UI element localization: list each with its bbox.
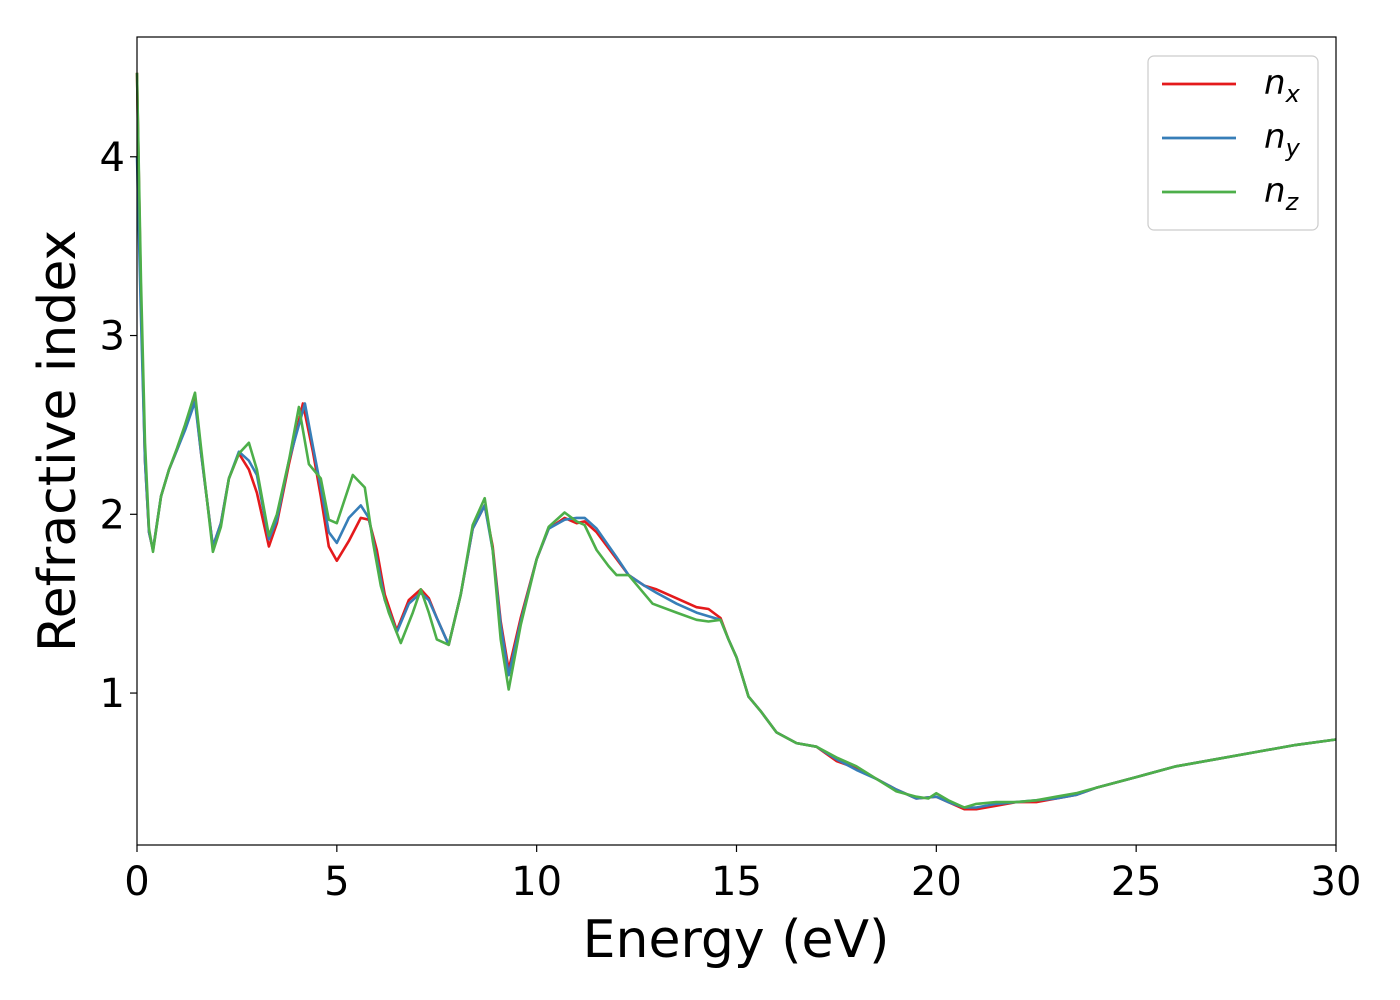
y-tick-label: 3: [100, 314, 125, 360]
legend: nx ny nz: [1147, 55, 1319, 231]
y-axis-ticks: 1 2 3 4: [100, 135, 137, 717]
series-line-z: [135, 72, 1337, 809]
x-axis-title: Energy (eV): [583, 910, 890, 970]
x-tick-label: 15: [711, 859, 762, 905]
plot-background: [137, 37, 1336, 845]
x-axis-ticks: 0 5 10 15 20 25 30: [124, 845, 1361, 905]
y-tick-label: 2: [100, 492, 125, 538]
x-tick-label: 25: [1111, 859, 1162, 905]
y-tick-label: 1: [100, 671, 125, 717]
legend-label-x: nx: [1264, 63, 1301, 108]
y-tick-label: 4: [100, 135, 125, 181]
x-tick-label: 10: [511, 859, 562, 905]
series-layer: [135, 72, 1337, 811]
legend-label-y: ny: [1264, 117, 1301, 162]
legend-box: [1147, 55, 1319, 231]
x-tick-label: 20: [911, 859, 962, 905]
x-tick-label: 0: [124, 859, 149, 905]
legend-label-z: nz: [1264, 171, 1300, 216]
y-axis-title: Refractive index: [28, 230, 88, 652]
x-tick-label: 30: [1311, 859, 1362, 905]
x-tick-label: 5: [324, 859, 349, 905]
